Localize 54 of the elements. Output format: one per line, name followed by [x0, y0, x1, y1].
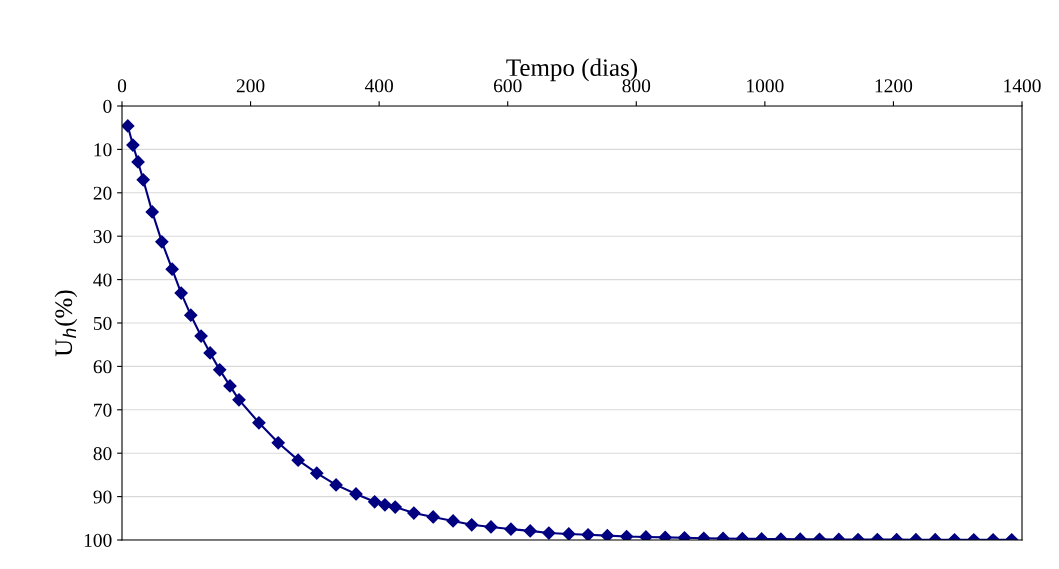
point	[223, 379, 237, 393]
point	[446, 514, 460, 528]
x-tick-label: 1200	[875, 79, 913, 93]
point	[600, 529, 614, 540]
y-tick-label: 40	[93, 273, 112, 287]
point	[174, 286, 188, 300]
y-tick-label: 50	[93, 316, 112, 330]
y-tick-label: 100	[84, 533, 112, 547]
point	[581, 528, 595, 540]
y-tick-label: 70	[94, 403, 112, 417]
point	[542, 526, 556, 540]
point	[504, 522, 518, 536]
point	[145, 205, 159, 219]
point	[291, 453, 305, 467]
point	[407, 506, 421, 520]
y-axis-title: U$_{h}$(%)	[54, 290, 78, 357]
point	[378, 498, 392, 512]
point	[349, 487, 363, 501]
point	[203, 346, 217, 360]
point	[484, 520, 498, 534]
x-tick-label: 1400	[1004, 79, 1041, 93]
y-tick-label: 20	[93, 186, 112, 200]
point	[639, 530, 653, 540]
x-tick-label: 1000	[747, 79, 784, 93]
point	[122, 119, 135, 133]
y-tick-label: 30	[93, 230, 112, 244]
point	[310, 466, 324, 480]
point	[184, 308, 198, 322]
point	[271, 436, 285, 450]
point	[155, 235, 169, 249]
x-tick-label: 400	[364, 79, 393, 93]
point	[252, 416, 266, 430]
point	[131, 155, 145, 169]
point	[620, 529, 634, 540]
point	[426, 510, 440, 524]
point	[523, 524, 537, 538]
point	[465, 518, 479, 532]
point	[136, 173, 150, 187]
point	[329, 478, 343, 492]
point	[126, 138, 140, 152]
point	[165, 262, 179, 276]
y-tick-label: 0	[103, 99, 112, 113]
point	[562, 527, 576, 540]
point	[388, 500, 402, 514]
y-tick-label: 60	[93, 360, 112, 374]
point	[232, 393, 246, 407]
y-tick-label: 90	[93, 490, 112, 504]
point	[213, 363, 227, 377]
point	[368, 495, 382, 509]
y-tick-label: 10	[94, 143, 112, 157]
point	[194, 329, 208, 343]
y-tick-label: 80	[93, 447, 112, 461]
x-tick-label: 200	[236, 79, 265, 93]
x-tick-label: 0	[117, 79, 127, 93]
